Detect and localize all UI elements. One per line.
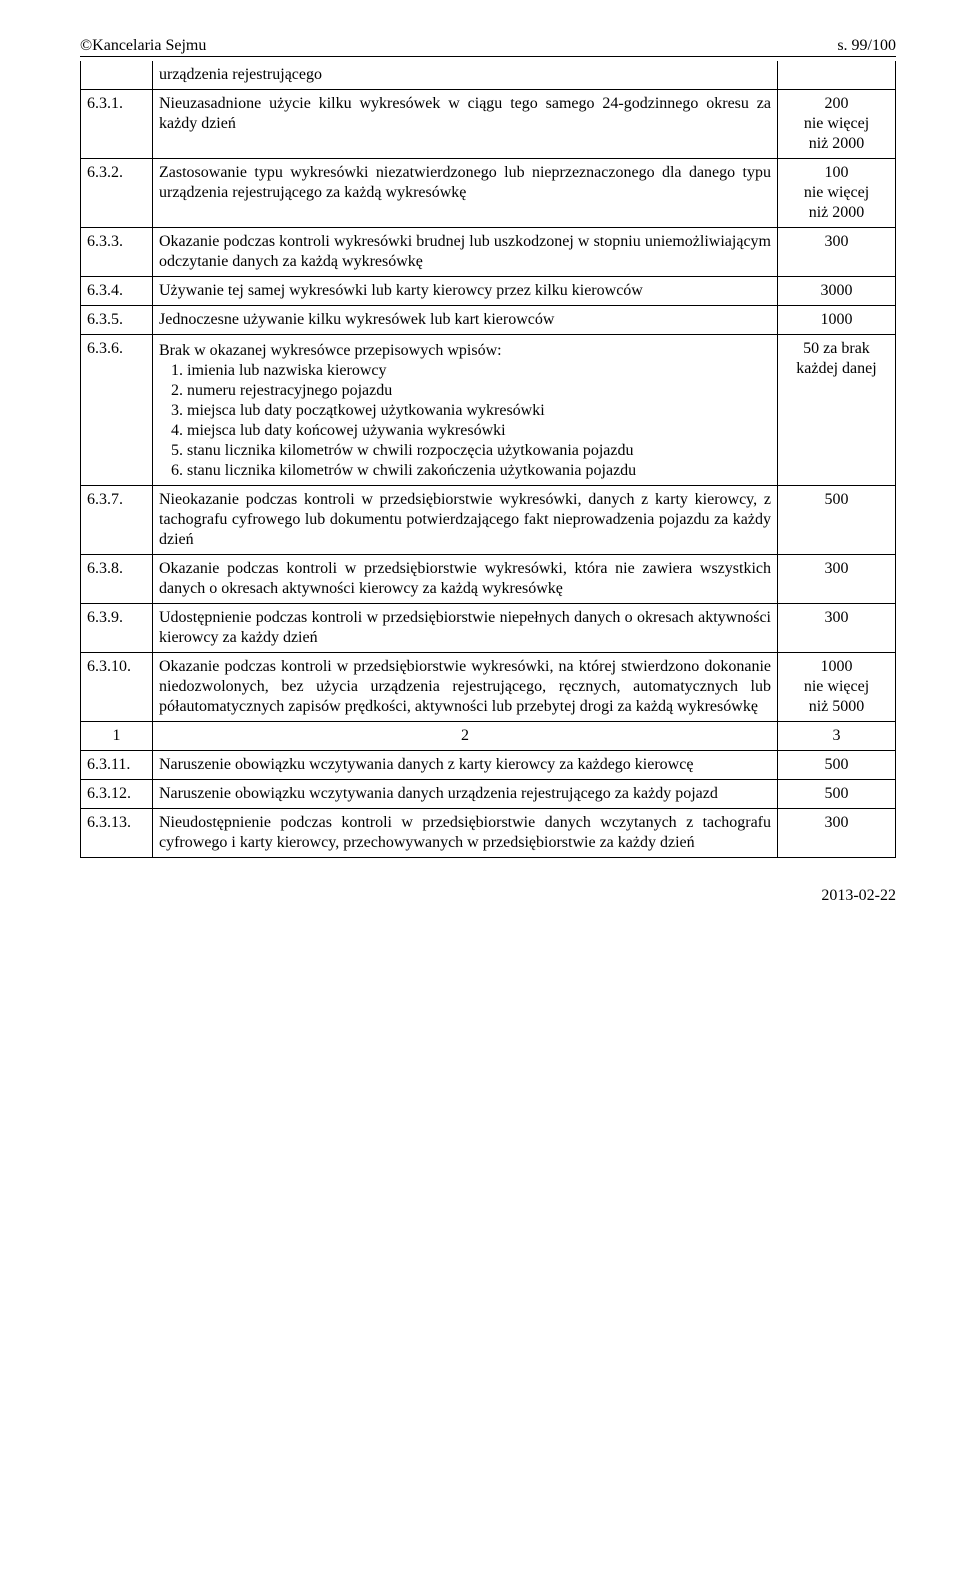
table-row: urządzenia rejestrującego	[81, 61, 896, 90]
table-row: 6.3.10.Okazanie podczas kontroli w przed…	[81, 653, 896, 722]
row-description: Naruszenie obowiązku wczytywania danych …	[153, 780, 778, 809]
row-description: Jednoczesne używanie kilku wykresówek lu…	[153, 306, 778, 335]
row-description: Nieokazanie podczas kontroli w przedsięb…	[153, 486, 778, 555]
row-description: Zastosowanie typu wykresówki niezatwierd…	[153, 159, 778, 228]
row-value: 3	[778, 722, 896, 751]
row-number: 6.3.3.	[81, 228, 153, 277]
row-value: 200nie więcejniż 2000	[778, 90, 896, 159]
row-number: 6.3.2.	[81, 159, 153, 228]
description-line: 4. miejsca lub daty końcowej używania wy…	[159, 421, 771, 441]
table-row: 6.3.13.Nieudostępnienie podczas kontroli…	[81, 809, 896, 858]
table-row: 6.3.9.Udostępnienie podczas kontroli w p…	[81, 604, 896, 653]
row-number: 6.3.9.	[81, 604, 153, 653]
table-row: 6.3.12.Naruszenie obowiązku wczytywania …	[81, 780, 896, 809]
row-description: 2	[153, 722, 778, 751]
row-value: 500	[778, 486, 896, 555]
table-row: 6.3.8.Okazanie podczas kontroli w przeds…	[81, 555, 896, 604]
row-value: 300	[778, 809, 896, 858]
row-number: 1	[81, 722, 153, 751]
row-description: Okazanie podczas kontroli w przedsiębior…	[153, 555, 778, 604]
row-description: Naruszenie obowiązku wczytywania danych …	[153, 751, 778, 780]
row-number: 6.3.4.	[81, 277, 153, 306]
description-line: 6. stanu licznika kilometrów w chwili za…	[159, 461, 771, 481]
header-right: s. 99/100	[837, 36, 896, 56]
row-number: 6.3.6.	[81, 335, 153, 486]
footer-date: 2013-02-22	[80, 886, 896, 906]
table-row: 6.3.1.Nieuzasadnione użycie kilku wykres…	[81, 90, 896, 159]
table-row: 6.3.5.Jednoczesne używanie kilku wykresó…	[81, 306, 896, 335]
row-description: Okazanie podczas kontroli wykresówki bru…	[153, 228, 778, 277]
row-description: Używanie tej samej wykresówki lub karty …	[153, 277, 778, 306]
page-header: ©Kancelaria Sejmu s. 99/100	[80, 36, 896, 57]
row-number	[81, 61, 153, 90]
row-number: 6.3.13.	[81, 809, 153, 858]
row-value: 300	[778, 228, 896, 277]
description-line: Brak w okazanej wykresówce przepisowych …	[159, 341, 771, 361]
table-row: 6.3.11.Naruszenie obowiązku wczytywania …	[81, 751, 896, 780]
row-number: 6.3.12.	[81, 780, 153, 809]
regulation-table: urządzenia rejestrującego6.3.1.Nieuzasad…	[80, 61, 896, 858]
row-value: 300	[778, 555, 896, 604]
table-row: 6.3.6. Brak w okazanej wykresówce przepis…	[81, 335, 896, 486]
row-value: 500	[778, 751, 896, 780]
row-number: 6.3.8.	[81, 555, 153, 604]
row-value: 50 za brakkażdej danej	[778, 335, 896, 486]
row-value: 300	[778, 604, 896, 653]
row-value: 500	[778, 780, 896, 809]
row-number: 6.3.1.	[81, 90, 153, 159]
description-line: 1. imienia lub nazwiska kierowcy	[159, 361, 771, 381]
row-description: Nieudostępnienie podczas kontroli w prze…	[153, 809, 778, 858]
row-description: Brak w okazanej wykresówce przepisowych …	[153, 335, 778, 486]
row-value: 1000	[778, 306, 896, 335]
table-row: 6.3.3.Okazanie podczas kontroli wykresów…	[81, 228, 896, 277]
row-number: 6.3.10.	[81, 653, 153, 722]
row-number: 6.3.7.	[81, 486, 153, 555]
row-description: Okazanie podczas kontroli w przedsiębior…	[153, 653, 778, 722]
row-description: Udostępnienie podczas kontroli w przedsi…	[153, 604, 778, 653]
table-row: 6.3.2.Zastosowanie typu wykresówki nieza…	[81, 159, 896, 228]
row-value	[778, 61, 896, 90]
table-row: 6.3.4.Używanie tej samej wykresówki lub …	[81, 277, 896, 306]
header-left: ©Kancelaria Sejmu	[80, 36, 206, 56]
description-line: 5. stanu licznika kilometrów w chwili ro…	[159, 441, 771, 461]
row-description: urządzenia rejestrującego	[153, 61, 778, 90]
row-number: 6.3.5.	[81, 306, 153, 335]
description-line: 2. numeru rejestracyjnego pojazdu	[159, 381, 771, 401]
row-description: Nieuzasadnione użycie kilku wykresówek w…	[153, 90, 778, 159]
row-value: 100nie więcejniż 2000	[778, 159, 896, 228]
row-number: 6.3.11.	[81, 751, 153, 780]
table-row: 6.3.7.Nieokazanie podczas kontroli w prz…	[81, 486, 896, 555]
row-value: 3000	[778, 277, 896, 306]
description-line: 3. miejsca lub daty początkowej użytkowa…	[159, 401, 771, 421]
row-value: 1000nie więcejniż 5000	[778, 653, 896, 722]
table-row: 123	[81, 722, 896, 751]
